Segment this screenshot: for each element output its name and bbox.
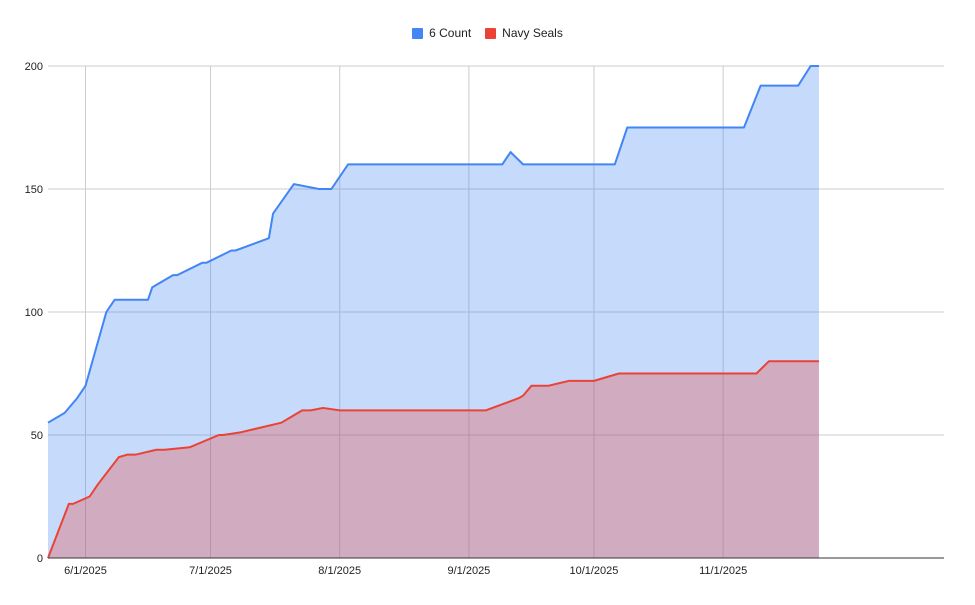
x-tick-label: 7/1/2025 (189, 565, 232, 577)
x-tick-label: 6/1/2025 (64, 565, 107, 577)
x-tick-label: 9/1/2025 (447, 565, 490, 577)
legend-label-navy-seals: Navy Seals (502, 26, 563, 40)
y-tick-label: 0 (37, 553, 43, 565)
x-tick-label: 10/1/2025 (569, 565, 618, 577)
y-tick-label: 200 (25, 61, 43, 73)
series-line-navy-seals[interactable] (47, 360, 819, 559)
y-tick-label: 100 (25, 307, 43, 319)
legend-item-navy-seals[interactable]: Navy Seals (485, 26, 563, 40)
y-tick-label: 50 (31, 430, 43, 442)
area-fill-navy-seals (48, 361, 819, 558)
area-fill-6-count (48, 66, 819, 558)
series-line-6-count[interactable] (47, 65, 819, 424)
legend-swatch-navy-seals (485, 27, 497, 39)
legend-label-6-count: 6 Count (429, 26, 472, 40)
legend-item-6-count[interactable]: 6 Count (412, 26, 471, 40)
legend-swatch-6-count (412, 27, 424, 39)
x-tick-label: 11/1/2025 (699, 565, 747, 577)
y-tick-label: 150 (25, 184, 43, 196)
x-tick-label: 8/1/2025 (318, 565, 361, 577)
chart-legend: 6 Count Navy Seals (0, 26, 975, 40)
